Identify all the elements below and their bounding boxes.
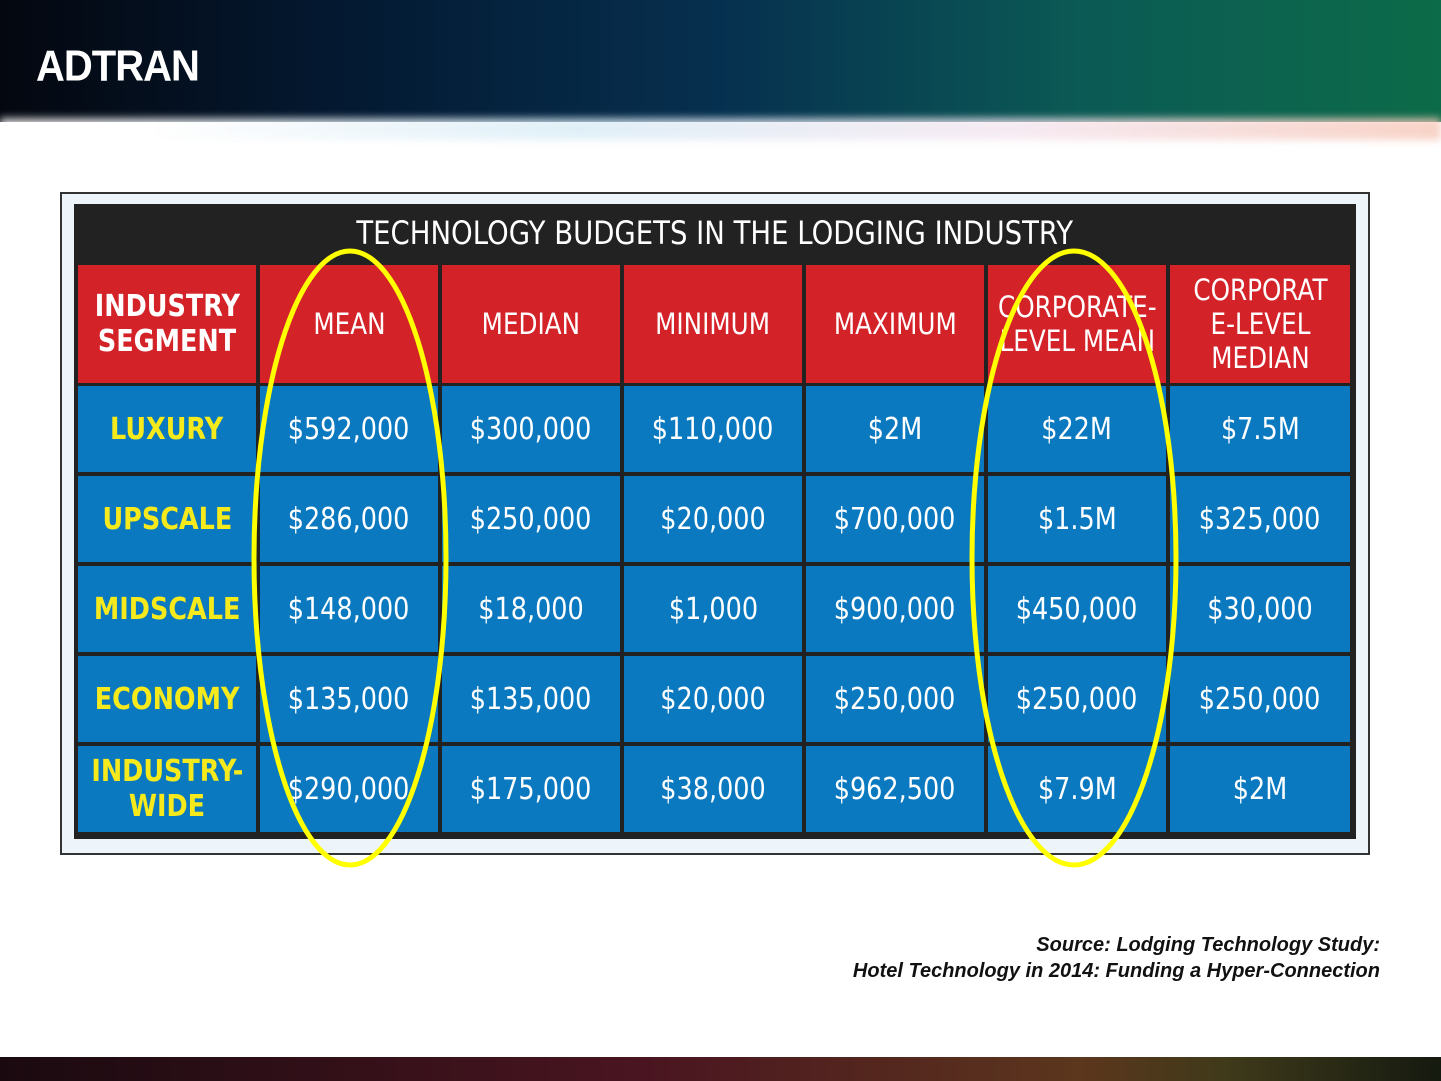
adtran-logo: ADTRAN: [36, 42, 200, 91]
value-cell: $250,000: [806, 656, 984, 742]
value-cell: $175,000: [442, 746, 620, 832]
cell-text: $290,000: [288, 771, 410, 807]
column-header: MAXIMUM: [806, 265, 984, 383]
value-cell: $250,000: [442, 476, 620, 562]
column-header-label: MINIMUM: [655, 307, 771, 341]
value-cell: $325,000: [1170, 476, 1350, 562]
column-header-label: CORPORATE-LEVEL MEDIAN: [1192, 273, 1328, 375]
column-header-label: MEAN: [312, 307, 386, 341]
cell-text: ECONOMY: [94, 681, 240, 717]
cell-text: $286,000: [288, 501, 410, 537]
cell-text: $250,000: [470, 501, 592, 537]
column-header: MINIMUM: [624, 265, 802, 383]
value-cell: $135,000: [442, 656, 620, 742]
segment-cell: LUXURY: [78, 386, 256, 472]
cell-text: $900,000: [834, 591, 956, 627]
cell-text: $700,000: [834, 501, 956, 537]
cell-text: $110,000: [652, 411, 774, 447]
column-header-label: MEDIAN: [481, 307, 581, 341]
cell-text: $300,000: [470, 411, 592, 447]
column-header-label: INDUSTRY SEGMENT: [94, 289, 240, 359]
value-cell: $2M: [1170, 746, 1350, 832]
cell-text: INDUSTRY-WIDE: [91, 754, 244, 824]
cell-text: $250,000: [1016, 681, 1138, 717]
column-header: MEDIAN: [442, 265, 620, 383]
segment-cell: UPSCALE: [78, 476, 256, 562]
value-cell: $900,000: [806, 566, 984, 652]
source-line-1: Source: Lodging Technology Study:: [1036, 934, 1380, 956]
table-title: TECHNOLOGY BUDGETS IN THE LODGING INDUST…: [356, 214, 1074, 252]
value-cell: $250,000: [1170, 656, 1350, 742]
cell-text: $250,000: [1199, 681, 1321, 717]
cell-text: $18,000: [478, 591, 584, 627]
source-line-2: Hotel Technology in 2014: Funding a Hype…: [852, 960, 1380, 982]
value-cell: $1,000: [624, 566, 802, 652]
column-header-label: CORPORATE-LEVEL MEAN: [997, 290, 1157, 358]
value-cell: $2M: [806, 386, 984, 472]
header-banner: [0, 0, 1441, 122]
cell-text: LUXURY: [110, 411, 224, 447]
cell-text: UPSCALE: [102, 501, 232, 537]
value-cell: $20,000: [624, 656, 802, 742]
column-header-label: MAXIMUM: [833, 307, 957, 341]
column-header: INDUSTRY SEGMENT: [78, 265, 256, 383]
value-cell: $700,000: [806, 476, 984, 562]
value-cell: $38,000: [624, 746, 802, 832]
cell-text: $38,000: [660, 771, 766, 807]
segment-cell: ECONOMY: [78, 656, 256, 742]
value-cell: $1.5M: [988, 476, 1166, 562]
cell-text: $325,000: [1199, 501, 1321, 537]
cell-text: $450,000: [1016, 591, 1138, 627]
cell-text: $962,500: [834, 771, 956, 807]
value-cell: $290,000: [260, 746, 438, 832]
cell-text: $20,000: [660, 501, 766, 537]
footer-bar: [0, 1057, 1441, 1081]
column-header: CORPORATE-LEVEL MEDIAN: [1170, 265, 1350, 383]
value-cell: $250,000: [988, 656, 1166, 742]
cell-text: $592,000: [288, 411, 410, 447]
cell-text: $148,000: [288, 591, 410, 627]
cell-text: $30,000: [1207, 591, 1313, 627]
cell-text: $135,000: [288, 681, 410, 717]
value-cell: $592,000: [260, 386, 438, 472]
value-cell: $110,000: [624, 386, 802, 472]
cell-text: MIDSCALE: [93, 591, 241, 627]
value-cell: $450,000: [988, 566, 1166, 652]
value-cell: $7.5M: [1170, 386, 1350, 472]
value-cell: $148,000: [260, 566, 438, 652]
cell-text: $1,000: [668, 591, 758, 627]
value-cell: $7.9M: [988, 746, 1166, 832]
value-cell: $135,000: [260, 656, 438, 742]
value-cell: $22M: [988, 386, 1166, 472]
value-cell: $300,000: [442, 386, 620, 472]
column-header: MEAN: [260, 265, 438, 383]
header-fade: [0, 118, 1441, 140]
source-citation: Source: Lodging Technology Study: Hotel …: [853, 932, 1380, 984]
value-cell: $30,000: [1170, 566, 1350, 652]
cell-text: $22M: [1041, 411, 1113, 447]
value-cell: $18,000: [442, 566, 620, 652]
cell-text: $2M: [867, 411, 923, 447]
cell-text: $2M: [1232, 771, 1288, 807]
cell-text: $1.5M: [1037, 501, 1117, 537]
value-cell: $286,000: [260, 476, 438, 562]
segment-cell: MIDSCALE: [78, 566, 256, 652]
cell-text: $135,000: [470, 681, 592, 717]
value-cell: $20,000: [624, 476, 802, 562]
value-cell: $962,500: [806, 746, 984, 832]
cell-text: $7.5M: [1220, 411, 1300, 447]
cell-text: $7.9M: [1037, 771, 1117, 807]
cell-text: $20,000: [660, 681, 766, 717]
cell-text: $175,000: [470, 771, 592, 807]
segment-cell: INDUSTRY-WIDE: [78, 746, 256, 832]
column-header: CORPORATE-LEVEL MEAN: [988, 265, 1166, 383]
cell-text: $250,000: [834, 681, 956, 717]
